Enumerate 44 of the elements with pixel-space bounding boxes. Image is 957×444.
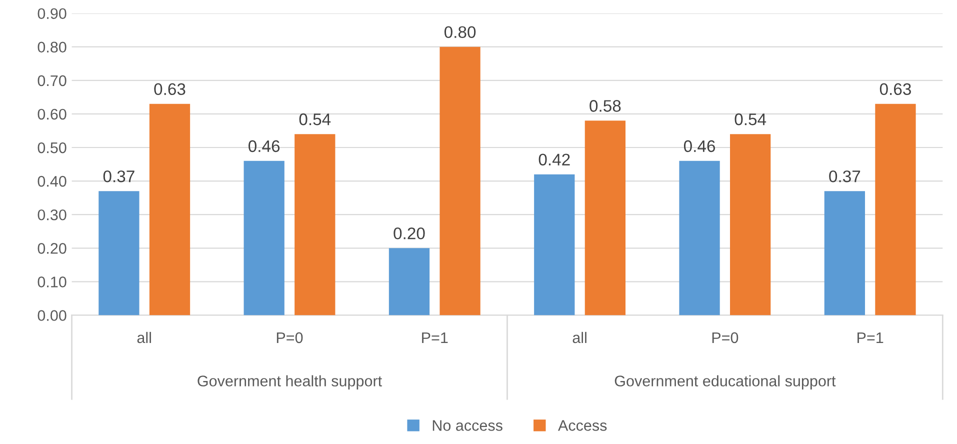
text: Government educational support	[614, 375, 836, 390]
bar	[244, 160, 284, 316]
y-tick-label: 0.90	[38, 8, 66, 20]
data-label: 0.37	[103, 170, 134, 182]
bar	[730, 134, 771, 316]
data-label: 0.46	[684, 140, 716, 152]
data-label: 0.37	[829, 170, 860, 182]
data-label: 0.20	[394, 227, 425, 240]
x-tick-label: all	[572, 332, 586, 344]
y-tick-label: 0.70	[38, 75, 66, 86]
data-label: 0.63	[154, 83, 186, 96]
x-tick-label: P=1	[422, 332, 448, 343]
bar	[149, 104, 190, 316]
data-label: 0.46	[248, 140, 280, 152]
bar	[440, 46, 480, 316]
y-tick-label: 0.40	[38, 176, 66, 187]
data-label: 0.80	[444, 26, 476, 38]
legend-label: Access	[558, 420, 607, 431]
text: Government health support	[198, 375, 382, 390]
data-label: 0.58	[590, 100, 621, 112]
y-tick-label: 0.60	[38, 108, 66, 120]
x-tick-label: P=0	[276, 332, 303, 344]
bar	[584, 120, 626, 316]
x-tick-label: P=0	[712, 332, 738, 344]
y-tick-label: 0.50	[38, 142, 66, 154]
bar	[875, 104, 916, 316]
y-tick-label: 0.10	[38, 276, 66, 288]
bar	[294, 134, 336, 316]
bar	[679, 160, 720, 316]
bar	[388, 248, 430, 316]
data-label: 0.42	[538, 154, 570, 166]
y-tick-label: 0.30	[38, 209, 66, 220]
data-label: 0.54	[299, 113, 331, 126]
y-tick-label: 0.20	[38, 243, 66, 254]
bar	[534, 174, 575, 316]
legend-label: No access	[432, 420, 502, 431]
x-tick-label: P=1	[858, 332, 884, 343]
data-label: 0.54	[734, 113, 766, 126]
y-tick-label: 0.00	[38, 310, 66, 321]
bar	[824, 191, 865, 316]
data-label: 0.63	[880, 83, 911, 96]
x-tick-label: all	[137, 332, 151, 344]
y-tick-label: 0.80	[38, 42, 66, 53]
bar	[98, 191, 140, 316]
